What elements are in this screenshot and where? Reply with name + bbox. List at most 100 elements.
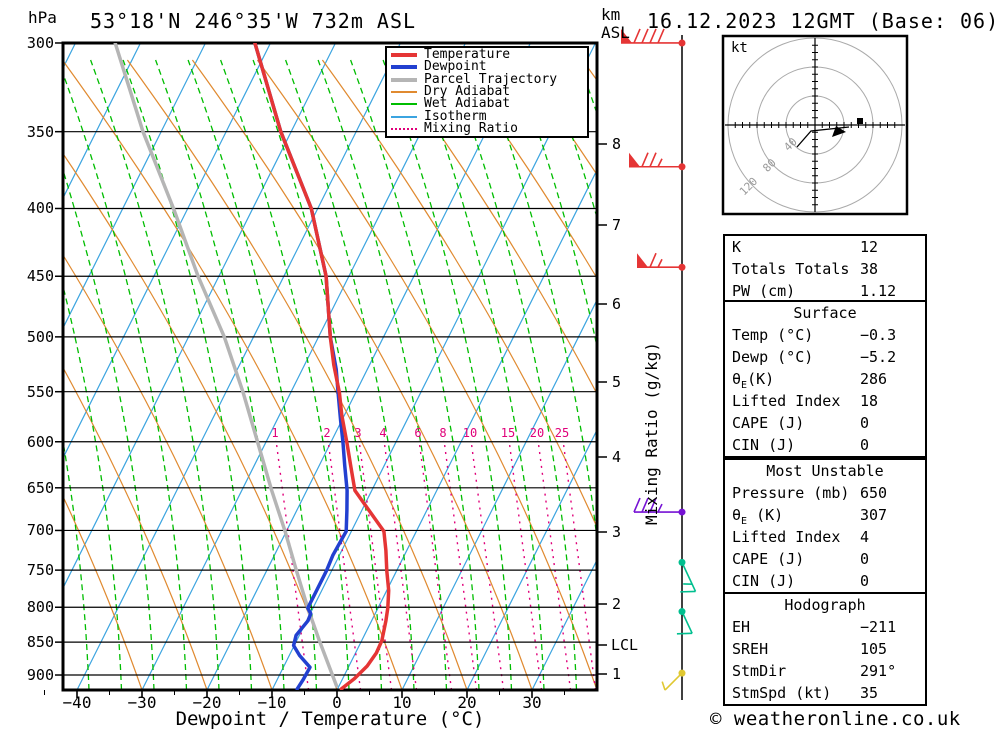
panel-row-label: Dewp (°C): [732, 348, 814, 366]
mixing-ratio-line: [327, 439, 362, 690]
km-axis-tick-label: 5: [612, 373, 622, 391]
mixing-ratio-value-label: 8: [439, 426, 447, 440]
wet-adiabat-line: [317, 59, 448, 690]
barb-dot: [678, 669, 686, 677]
mixing-ratio-line: [562, 439, 597, 690]
mixing-ratio-value-label: 2: [323, 426, 331, 440]
pressure-axis-label: 850: [26, 633, 54, 652]
panel-row: PW (cm) 1.12: [725, 280, 925, 302]
sounding-curves: [113, 43, 391, 690]
barb-staff: [664, 674, 681, 691]
barb-full: [633, 497, 641, 513]
legend-swatch-parcel-trajectory: [391, 77, 417, 82]
background-lines: [63, 43, 597, 690]
panel-row-value: 38: [860, 260, 879, 278]
legend-swatch-isotherm: [391, 115, 417, 118]
panel-row-value: −211: [860, 618, 897, 636]
panel-row-label: EH: [732, 618, 751, 636]
panel-row-label: CAPE (J): [732, 414, 805, 432]
panel-row-label: StmDir: [732, 662, 787, 680]
mixing-ratio-value-label: 4: [379, 426, 387, 440]
temp-axis-label: −30: [127, 693, 157, 712]
wind-barb: [680, 564, 697, 593]
isotherm-line: [336, 168, 597, 690]
panel-row-value: 12: [860, 238, 879, 256]
barb-full: [649, 28, 657, 44]
mixing-ratio-line: [418, 439, 453, 690]
pressure-axis-label: 600: [26, 432, 54, 451]
panel-row-label: θE(K): [732, 370, 775, 391]
panel-row-label: StmSpd (kt): [732, 684, 832, 702]
panel-title: Most Unstable: [766, 462, 884, 480]
mixing-ratio-value-label: 6: [414, 426, 422, 440]
panel-row-label: Lifted Index: [732, 392, 841, 410]
km-axis-tick-label: 6: [612, 295, 622, 313]
panel-row: CAPE (J) 0: [725, 548, 925, 570]
pressure-axis-label: 300: [26, 33, 54, 52]
panel-row-label: PW (cm): [732, 282, 796, 300]
dry-adiabat-line: [386, 59, 597, 396]
barb-full: [649, 497, 657, 513]
km-axis-tick-label: 4: [612, 448, 622, 466]
panel-row-label: SREH: [732, 640, 769, 658]
dry-adiabat-line: [63, 253, 273, 690]
barb-dot: [678, 263, 686, 271]
isotherm-line: [63, 43, 272, 460]
pressure-axis-label: 450: [26, 267, 54, 286]
barb-half: [657, 158, 663, 168]
pressure-unit-label: hPa: [28, 8, 57, 27]
temp-axis-label: 20: [457, 693, 477, 712]
subscript: E: [741, 380, 748, 391]
mixing-ratio-value-label: 15: [500, 426, 516, 440]
pressure-axis-label: 550: [26, 382, 54, 401]
panel-row-label: Lifted Index: [732, 528, 841, 546]
isotherm-line: [531, 558, 597, 690]
wet-adiabat-line: [89, 59, 220, 690]
panel-row: StmDir 291°: [725, 660, 925, 682]
panel-row: Lifted Index 18: [725, 390, 925, 412]
pressure-axis-label: 400: [26, 199, 54, 218]
barb-flag: [629, 152, 640, 167]
mixing-ratio-value-label: 1: [271, 426, 279, 440]
legend-label: Dewpoint: [424, 59, 487, 75]
isotherm-line: [466, 428, 597, 690]
temp-axis-title: Dewpoint / Temperature (°C): [175, 708, 485, 730]
stats-panel-surface: Surface Temp (°C) −0.3 Dewp (°C) −5.2 θE(K) 28…: [723, 300, 927, 458]
legend-label: Isotherm: [424, 108, 487, 124]
panel-row-label: K: [732, 238, 742, 256]
legend-label: Temperature: [424, 47, 511, 63]
dry-adiabat-line: [63, 366, 208, 690]
copyright: © weatheronline.co.uk: [710, 708, 961, 730]
barb-dot: [678, 508, 686, 516]
panel-title: Hodograph: [784, 596, 866, 614]
wind-barb: [633, 497, 679, 513]
km-axis-tick-label: 1: [612, 665, 622, 683]
temp-axis-label: −40: [62, 693, 92, 712]
station-title: 53°18'N 246°35'W 732m ASL: [90, 9, 417, 33]
dry-adiabat-line: [451, 59, 597, 280]
panel-row-value: 291°: [860, 662, 897, 680]
wet-adiabat-line: [414, 59, 545, 690]
legend-label: Parcel Trajectory: [424, 71, 558, 87]
panel-row: Dewp (°C) −5.2: [725, 346, 925, 368]
temp-axis-label: −20: [192, 693, 222, 712]
wet-adiabat-line: [382, 59, 513, 690]
legend-item: Dewpoint: [387, 59, 587, 75]
mixing-ratio-line: [470, 439, 505, 690]
legend-swatch-mixing-ratio: [391, 127, 417, 130]
temp-axis-label: 0: [332, 693, 342, 712]
run-title: 16.12.2023 12GMT (Base: 06): [647, 9, 1000, 33]
hodograph-kt-label: kt: [731, 40, 748, 56]
mixing-ratio-line: [383, 439, 418, 690]
panel-row: Temp (°C) −0.3: [725, 324, 925, 346]
pressure-axis-label: 750: [26, 561, 54, 580]
isotherm-line: [63, 43, 337, 590]
mixing-ratio-value-label: 3: [354, 426, 362, 440]
panel-row-label: Pressure (mb): [732, 484, 850, 502]
panel-row-value: 35: [860, 684, 879, 702]
panel-row: CIN (J) 0: [725, 434, 925, 456]
subscript: E: [741, 516, 748, 527]
barb-half: [657, 503, 663, 513]
mixing-ratio-value-label: 20: [529, 426, 545, 440]
